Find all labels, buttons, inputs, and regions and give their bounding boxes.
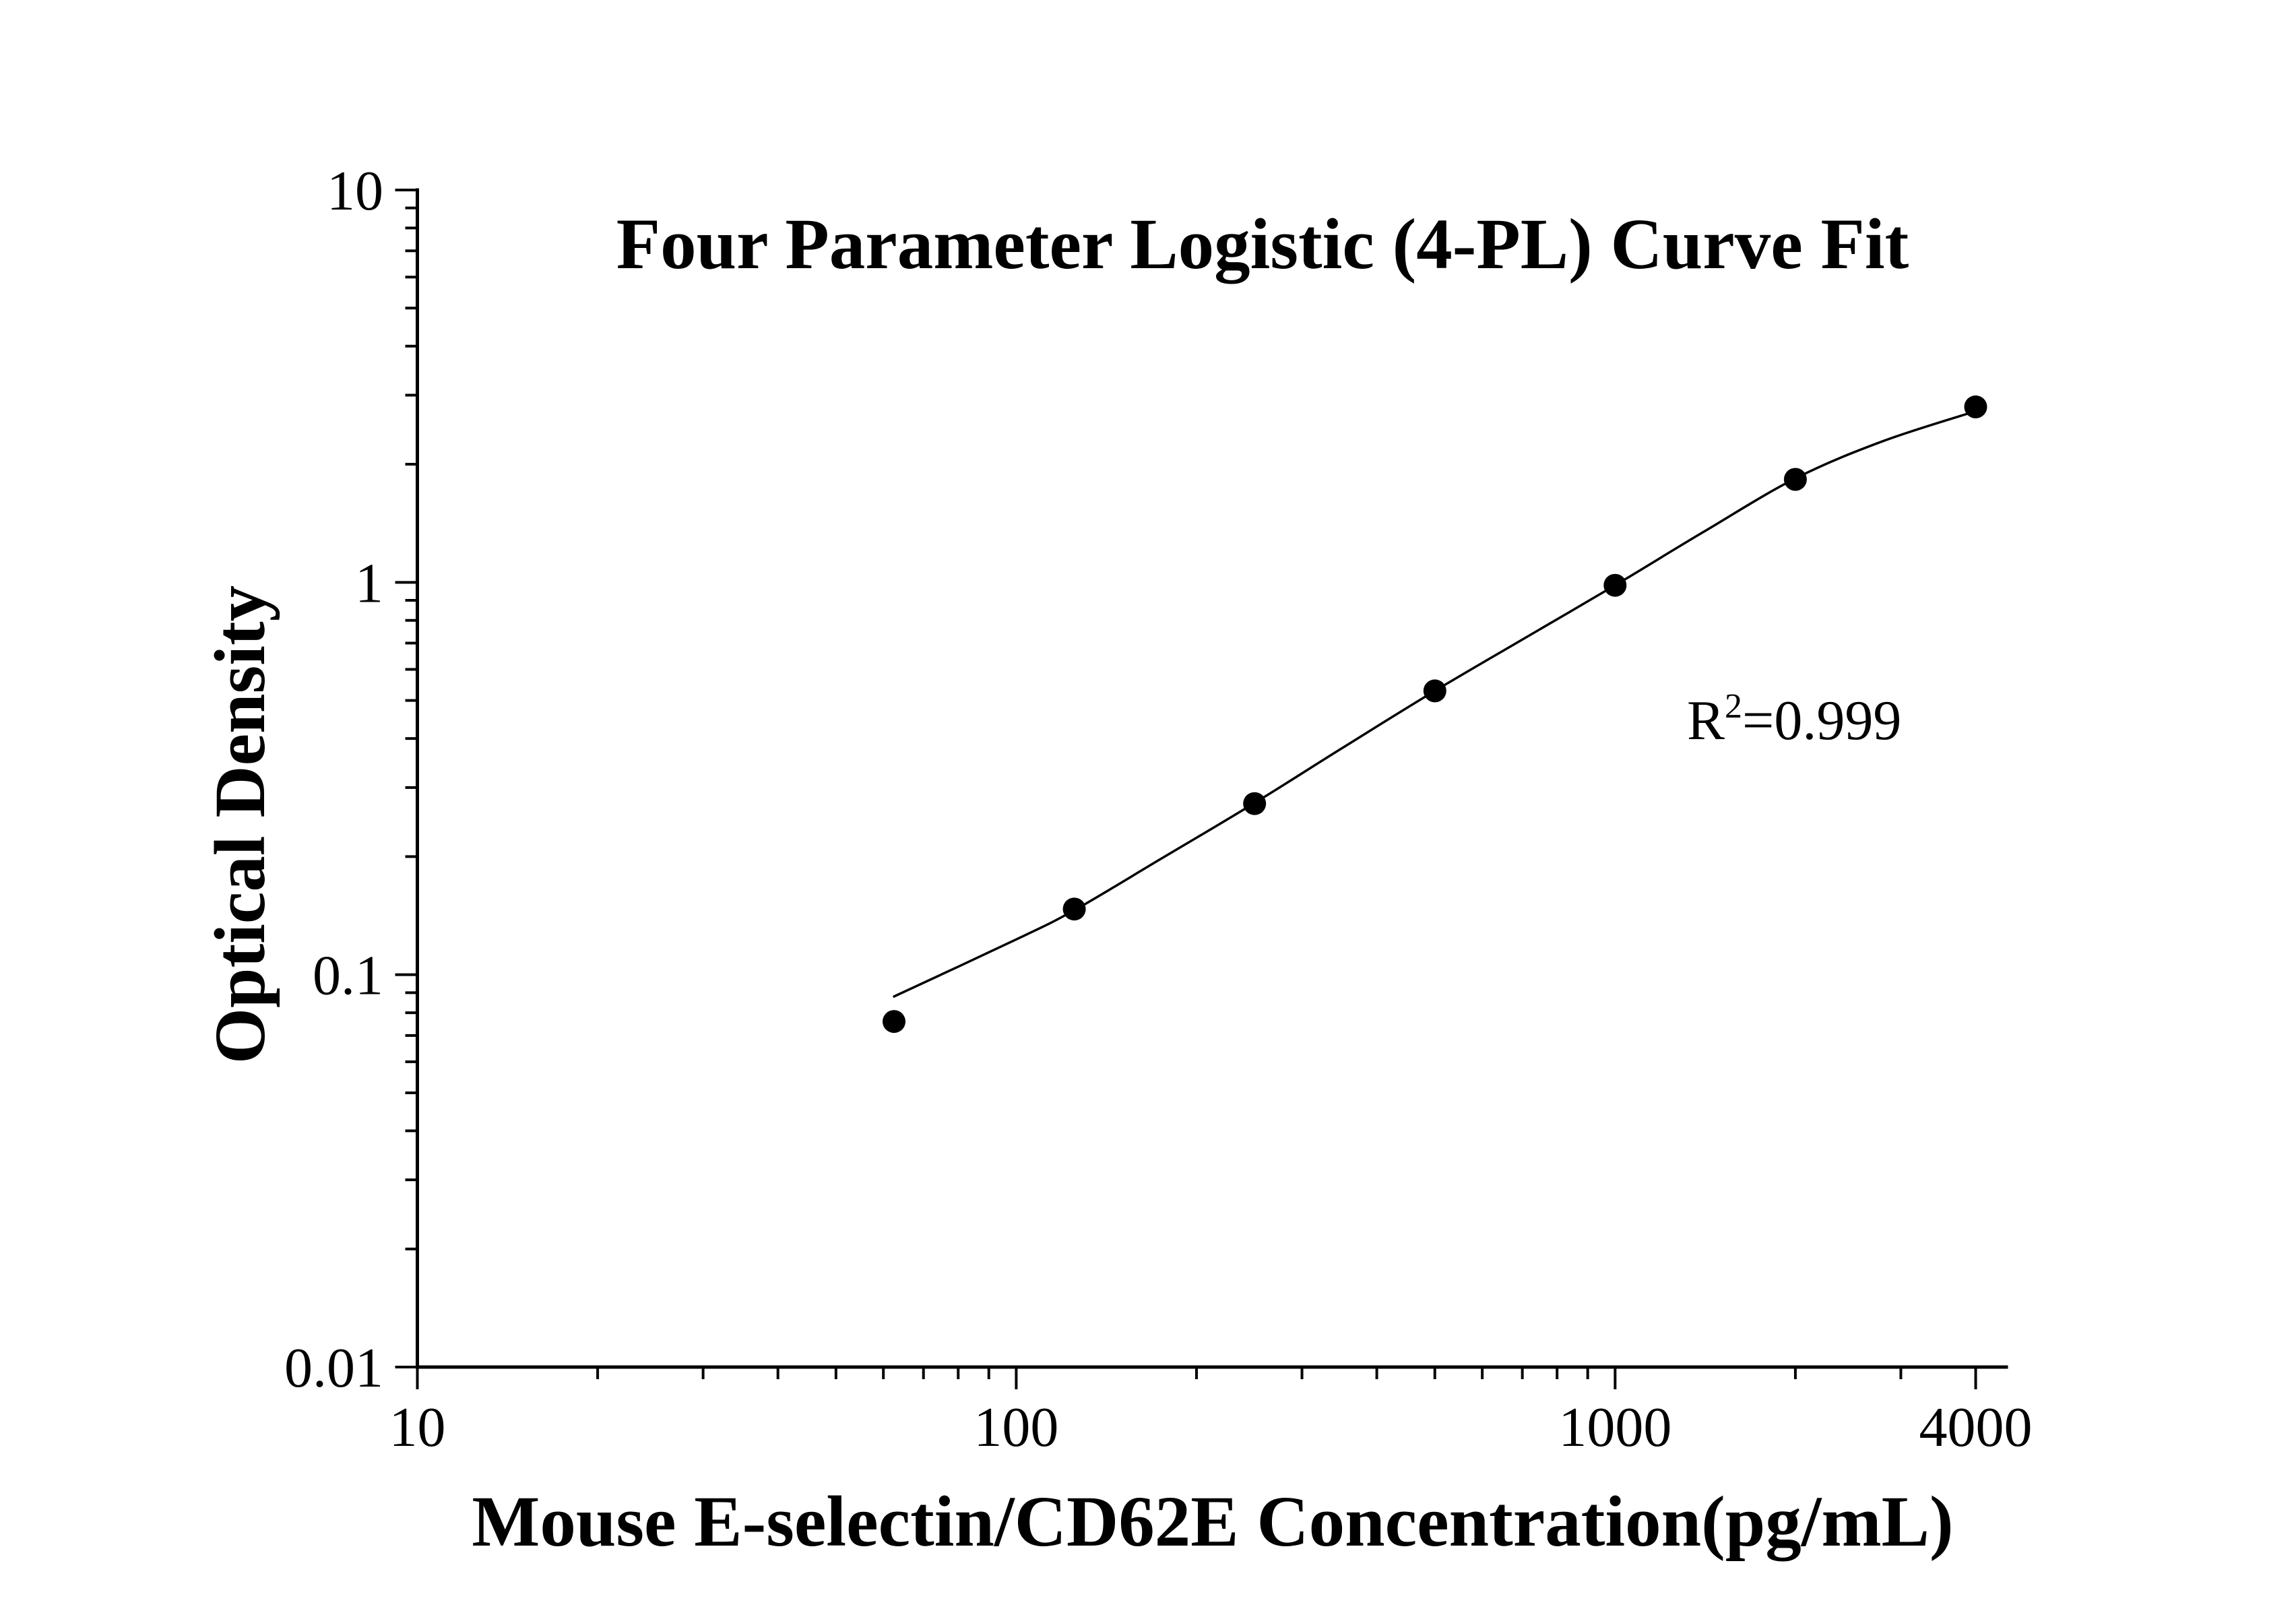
data-point [1783, 468, 1807, 491]
r-squared-superscript: 2 [1725, 687, 1742, 726]
x-tick-label: 1000 [1558, 1396, 1671, 1459]
data-point [1062, 897, 1086, 921]
y-tick-label: 1 [355, 552, 383, 614]
y-tick-label: 10 [327, 160, 383, 222]
x-tick-label: 100 [974, 1396, 1058, 1459]
data-point [1603, 573, 1627, 597]
y-tick-label: 0.1 [313, 945, 383, 1007]
data-point [883, 1010, 905, 1034]
r-squared-letter: R [1687, 689, 1725, 752]
data-point [1964, 395, 1987, 418]
y-axis-label: Optical Density [201, 585, 280, 1064]
x-tick-label: 10 [389, 1396, 446, 1459]
y-tick-label: 0.01 [284, 1337, 383, 1399]
r-squared-value: =0.999 [1742, 689, 1901, 752]
x-tick-label: 4000 [1919, 1396, 2033, 1459]
plot-series [883, 395, 1987, 1034]
data-point [1423, 679, 1446, 703]
axis-ticks [395, 189, 1977, 1389]
axis-tick-labels: 10 100 1000 4000 10 1 0.1 0.01 [284, 160, 2033, 1459]
x-axis-label: Mouse E-selectin/CD62E Concentration(pg/… [472, 1482, 1953, 1562]
r-squared-annotation: R2=0.999 [1687, 687, 1901, 752]
chart-title: Four Parameter Logistic (4-PL) Curve Fit [616, 205, 1909, 284]
data-point [1243, 792, 1267, 815]
